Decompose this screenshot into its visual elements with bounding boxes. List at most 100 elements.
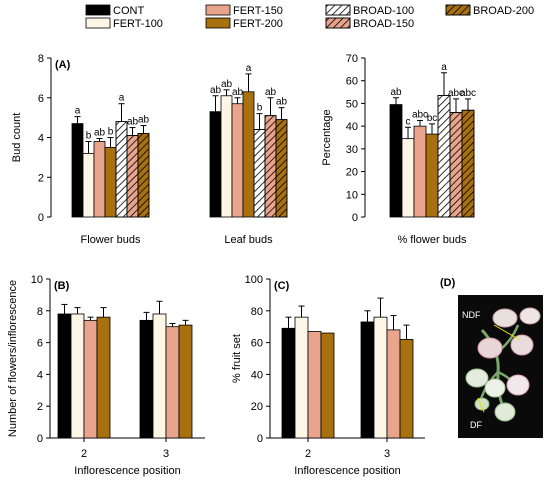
category-label-leaf-buds: Leaf buds bbox=[224, 234, 273, 246]
legend-label-cont: CONT bbox=[113, 5, 144, 17]
panel-label-d: (D) bbox=[440, 277, 456, 289]
legend-swatch-broad-150-hatch bbox=[325, 17, 351, 29]
legend-swatch-broad-100-hatch bbox=[325, 4, 351, 16]
y-tick-label: 70 bbox=[346, 53, 358, 65]
y-axis-label: Number of flowers/inflorescence bbox=[7, 280, 19, 437]
legend-label-fert-150: FERT-150 bbox=[233, 5, 283, 17]
significance-letter: ab bbox=[127, 117, 139, 128]
y-tick-label: 8 bbox=[37, 306, 43, 318]
bar-fert-200 bbox=[425, 133, 439, 218]
y-tick-label: 50 bbox=[346, 98, 358, 110]
significance-letter: abc bbox=[412, 109, 428, 120]
significance-letter: a bbox=[75, 106, 81, 117]
y-tick-label: 20 bbox=[346, 167, 358, 179]
category-label-2: 2 bbox=[81, 448, 87, 460]
bar-cont bbox=[389, 104, 403, 218]
bar-cont bbox=[57, 313, 72, 439]
y-tick-label: 10 bbox=[31, 274, 43, 286]
bar-broad-150-hatch bbox=[126, 135, 139, 218]
legend-label-broad-100: BROAD-100 bbox=[353, 5, 414, 17]
legend-label-broad-200: BROAD-200 bbox=[473, 5, 534, 17]
bar-broad-200-hatch bbox=[137, 133, 150, 218]
chart-panel-c: 0 20 40 60 80 100 % fruit set (C) 2 3 Inflorescenc… bbox=[231, 274, 425, 477]
significance-letter: bc bbox=[427, 113, 438, 124]
y-tick-label: 6 bbox=[38, 93, 44, 105]
y-tick-label: 2 bbox=[38, 172, 44, 184]
y-axis-label: % fruit set bbox=[231, 334, 243, 383]
significance-letter: a bbox=[246, 63, 252, 74]
y-tick-label: 0 bbox=[37, 433, 43, 445]
y-tick-label: 60 bbox=[346, 76, 358, 88]
legend-swatch-fert-100 bbox=[85, 17, 111, 29]
category-label-3: 3 bbox=[384, 448, 390, 460]
bar-fert-200 bbox=[242, 91, 255, 218]
bar-broad-200-hatch bbox=[275, 119, 288, 218]
photo-label-ndf: NDF bbox=[462, 310, 481, 320]
legend-label-broad-150: BROAD-150 bbox=[353, 18, 414, 30]
bar-fert-150 bbox=[307, 331, 322, 439]
legend-swatch-fert-200 bbox=[205, 17, 231, 29]
significance-letter: b bbox=[108, 127, 114, 138]
y-tick-label: 40 bbox=[346, 121, 358, 133]
bar-fert-150 bbox=[83, 319, 98, 439]
bar-cont bbox=[139, 319, 154, 439]
bar-fert-150 bbox=[413, 125, 427, 218]
bar-fert-100 bbox=[82, 152, 95, 218]
y-tick-label: 0 bbox=[257, 433, 263, 445]
significance-letter: a bbox=[119, 93, 125, 104]
significance-letter: abc bbox=[448, 88, 464, 99]
bar-fert-100 bbox=[401, 138, 415, 218]
y-axis-label: Percentage bbox=[321, 109, 333, 165]
significance-letter: abc bbox=[460, 88, 476, 99]
chart-panel-a-percentage: 010203040506070Percentageabcabcbcaabcabc… bbox=[321, 53, 476, 246]
bar-fert-200 bbox=[96, 316, 111, 439]
significance-letter: a bbox=[441, 62, 447, 73]
bar-broad-100-hatch bbox=[437, 95, 451, 218]
legend-swatch-broad-200-hatch bbox=[445, 4, 471, 16]
y-tick-label: 10 bbox=[346, 189, 358, 201]
photo-label-df: DF bbox=[470, 420, 482, 430]
category-label-flower-buds: % flower buds bbox=[397, 234, 467, 246]
y-tick-label: 0 bbox=[38, 212, 44, 224]
bar-broad-150-hatch bbox=[264, 115, 277, 218]
bar-fert-100 bbox=[373, 316, 388, 439]
chart-panel-b: 0 2 4 6 8 10 Number of flowers/inflorescence (B… bbox=[7, 274, 205, 477]
bar-fert-100 bbox=[294, 316, 309, 439]
bar-cont bbox=[209, 111, 222, 218]
significance-letter: ab bbox=[138, 115, 150, 126]
bar-cont bbox=[360, 321, 375, 439]
significance-letter: ab bbox=[276, 97, 288, 108]
y-tick-label: 8 bbox=[38, 53, 44, 65]
significance-letter: ab bbox=[265, 87, 277, 98]
bar-broad-150-hatch bbox=[449, 112, 463, 218]
y-tick-label: 60 bbox=[251, 338, 263, 350]
x-axis-label: Inflorescence position bbox=[294, 465, 400, 477]
bar-fert-100 bbox=[70, 313, 85, 439]
bar-fert-150 bbox=[231, 103, 244, 218]
bar-fert-150 bbox=[93, 141, 106, 218]
panel-label: (A) bbox=[55, 59, 71, 71]
significance-letter: b bbox=[86, 130, 92, 141]
significance-letter: ab bbox=[232, 87, 244, 98]
category-label-3: 3 bbox=[163, 448, 169, 460]
y-tick-label: 0 bbox=[352, 212, 358, 224]
bar-broad-100-hatch bbox=[253, 129, 266, 218]
bar-fert-100 bbox=[152, 313, 167, 439]
category-label-2: 2 bbox=[305, 448, 311, 460]
y-tick-label: 30 bbox=[346, 144, 358, 156]
y-tick-label: 4 bbox=[38, 133, 44, 145]
significance-letter: ab bbox=[94, 127, 106, 138]
significance-letter: ab bbox=[210, 85, 222, 96]
bar-fert-200 bbox=[320, 332, 335, 439]
panel-label: (B) bbox=[54, 280, 70, 292]
significance-letter: c bbox=[406, 116, 411, 127]
category-label-flower-buds: Flower buds bbox=[81, 234, 141, 246]
bar-broad-100-hatch bbox=[115, 121, 128, 218]
y-axis-label: Bud count bbox=[11, 113, 23, 163]
y-tick-label: 80 bbox=[251, 306, 263, 318]
bar-cont bbox=[281, 327, 296, 439]
y-tick-label: 40 bbox=[251, 369, 263, 381]
bar-fert-100 bbox=[220, 95, 233, 218]
